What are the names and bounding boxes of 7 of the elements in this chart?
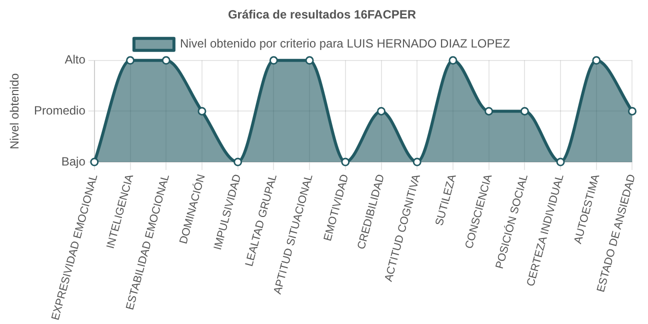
legend-label: Nivel obtenido por criterio para LUIS HERNADO DIAZ LOPEZ	[180, 36, 510, 51]
chart-title: Gráfica de resultados 16FACPER	[228, 8, 416, 22]
text: Alto	[64, 52, 86, 67]
text: Bajo	[61, 154, 86, 168]
text: Promedio	[34, 104, 86, 118]
x-tick-label: LEALTAD GRUPAL	[243, 173, 280, 268]
y-axis-title: Nivel obtenido	[8, 72, 22, 150]
